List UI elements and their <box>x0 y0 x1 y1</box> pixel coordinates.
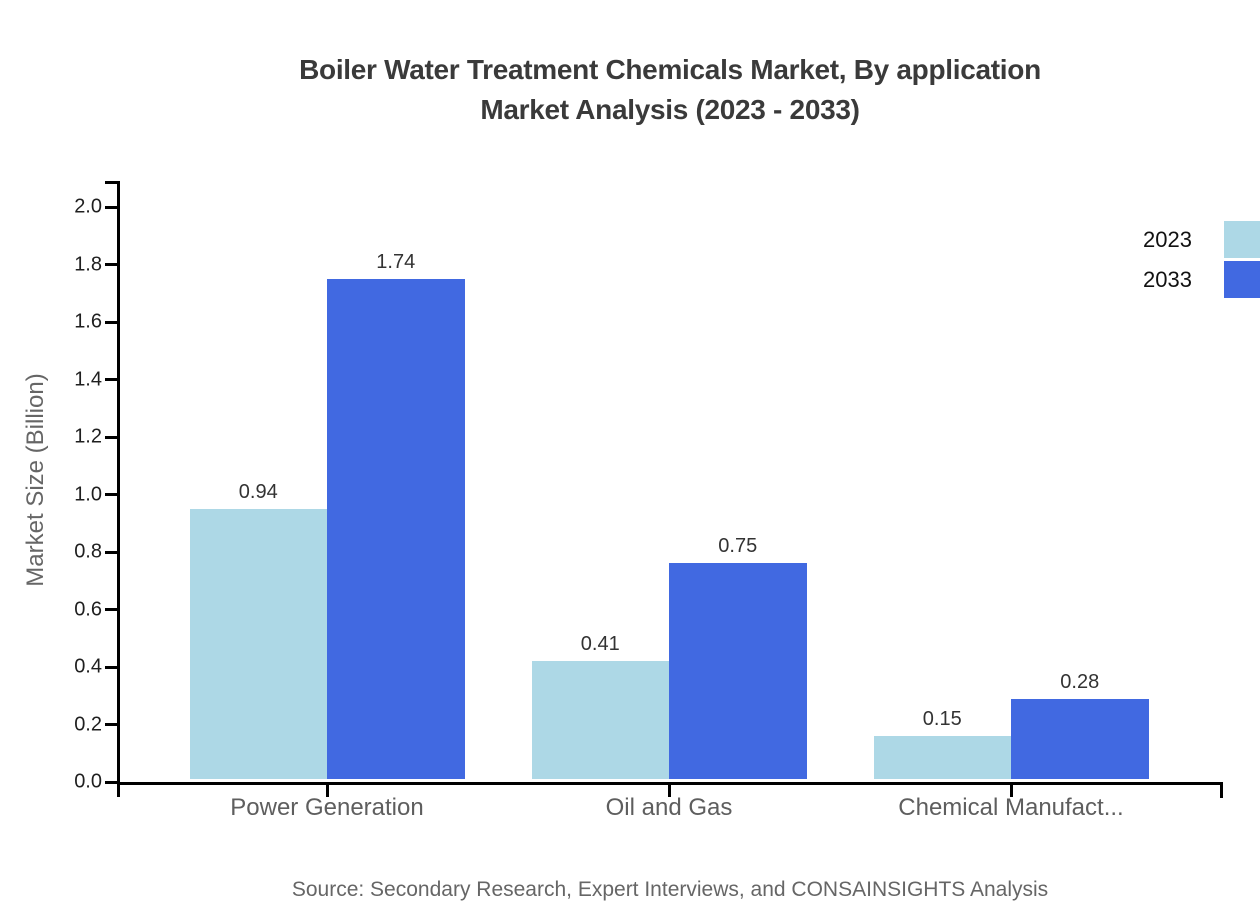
y-axis-tick <box>105 378 117 381</box>
legend-swatch <box>1224 221 1260 258</box>
bar-value-label: 0.15 <box>922 707 962 730</box>
bar-value-label: 0.41 <box>580 633 620 656</box>
legend-item-2023[interactable]: 2023 <box>1143 221 1260 258</box>
y-axis-tick <box>105 665 117 669</box>
chart-title: Boiler Water Treatment Chemicals Market,… <box>80 50 1260 130</box>
chart-title-line1: Boiler Water Treatment Chemicals Market,… <box>299 54 1041 85</box>
y-axis-tick <box>105 320 117 324</box>
x-axis-tick <box>667 785 671 797</box>
y-tick-label: 0.2 <box>74 713 102 735</box>
y-tick-label: 0.8 <box>74 540 102 563</box>
bar-value-label: 0.94 <box>238 480 278 503</box>
x-category-label[interactable]: Power Generation <box>230 794 424 821</box>
bar-2023-oil-and-gas[interactable] <box>531 661 669 779</box>
bar-2033-oil-and-gas[interactable] <box>669 563 807 779</box>
x-category-label[interactable]: Chemical Manufact... <box>898 794 1124 821</box>
y-tick-label: 0.4 <box>74 655 102 678</box>
x-axis-endcap <box>1220 782 1223 798</box>
y-tick-label: 1.2 <box>74 425 102 448</box>
y-axis-tick <box>105 723 117 726</box>
x-axis-tick <box>325 785 329 797</box>
y-tick-label: 1.4 <box>74 368 102 390</box>
plot-area: 0.0 0.2 0.4 0.6 0.8 1.0 1.2 1.4 1.6 1.8 2.0 0.94 1.7… <box>74 181 1223 821</box>
y-tick-label: 0.6 <box>74 598 102 620</box>
y-axis-endcap <box>105 181 120 184</box>
legend: 2023 2033 <box>1143 221 1260 298</box>
y-axis-tick <box>105 608 117 611</box>
y-tick-label: 2.0 <box>74 195 102 218</box>
y-axis-tick <box>105 435 117 439</box>
y-axis-tick <box>105 780 117 784</box>
x-axis-tick <box>1009 785 1013 797</box>
bar-value-label: 0.28 <box>1060 670 1100 693</box>
y-tick-label: 1.8 <box>74 253 102 275</box>
legend-swatch <box>1224 261 1260 298</box>
legend-label: 2023 <box>1143 226 1192 252</box>
x-axis-line <box>117 782 1223 785</box>
y-axis-tick <box>105 263 117 266</box>
bar-value-label: 1.74 <box>376 250 416 273</box>
y-axis-tick <box>105 493 117 496</box>
legend-item-2033[interactable]: 2033 <box>1143 261 1260 298</box>
y-axis-line <box>117 181 120 797</box>
y-tick-label: 1.6 <box>74 310 102 333</box>
y-tick-label: 1.0 <box>74 483 102 505</box>
bar-value-label: 0.75 <box>718 535 758 558</box>
x-category-label[interactable]: Oil and Gas <box>605 794 733 821</box>
chart-title-line2: Market Analysis (2023 - 2033) <box>480 94 860 125</box>
bar-2023-chemical-manufact-[interactable] <box>873 735 1011 779</box>
bar-2023-power-generation[interactable] <box>189 508 327 779</box>
bar-2033-chemical-manufact-[interactable] <box>1011 698 1149 779</box>
y-axis-tick <box>105 205 117 209</box>
source-note: Source: Secondary Research, Expert Inter… <box>291 878 1049 901</box>
y-axis-tick <box>105 550 117 554</box>
y-tick-label: 0.0 <box>74 770 102 793</box>
bar-2033-power-generation[interactable] <box>327 278 465 779</box>
legend-label: 2033 <box>1143 266 1192 292</box>
